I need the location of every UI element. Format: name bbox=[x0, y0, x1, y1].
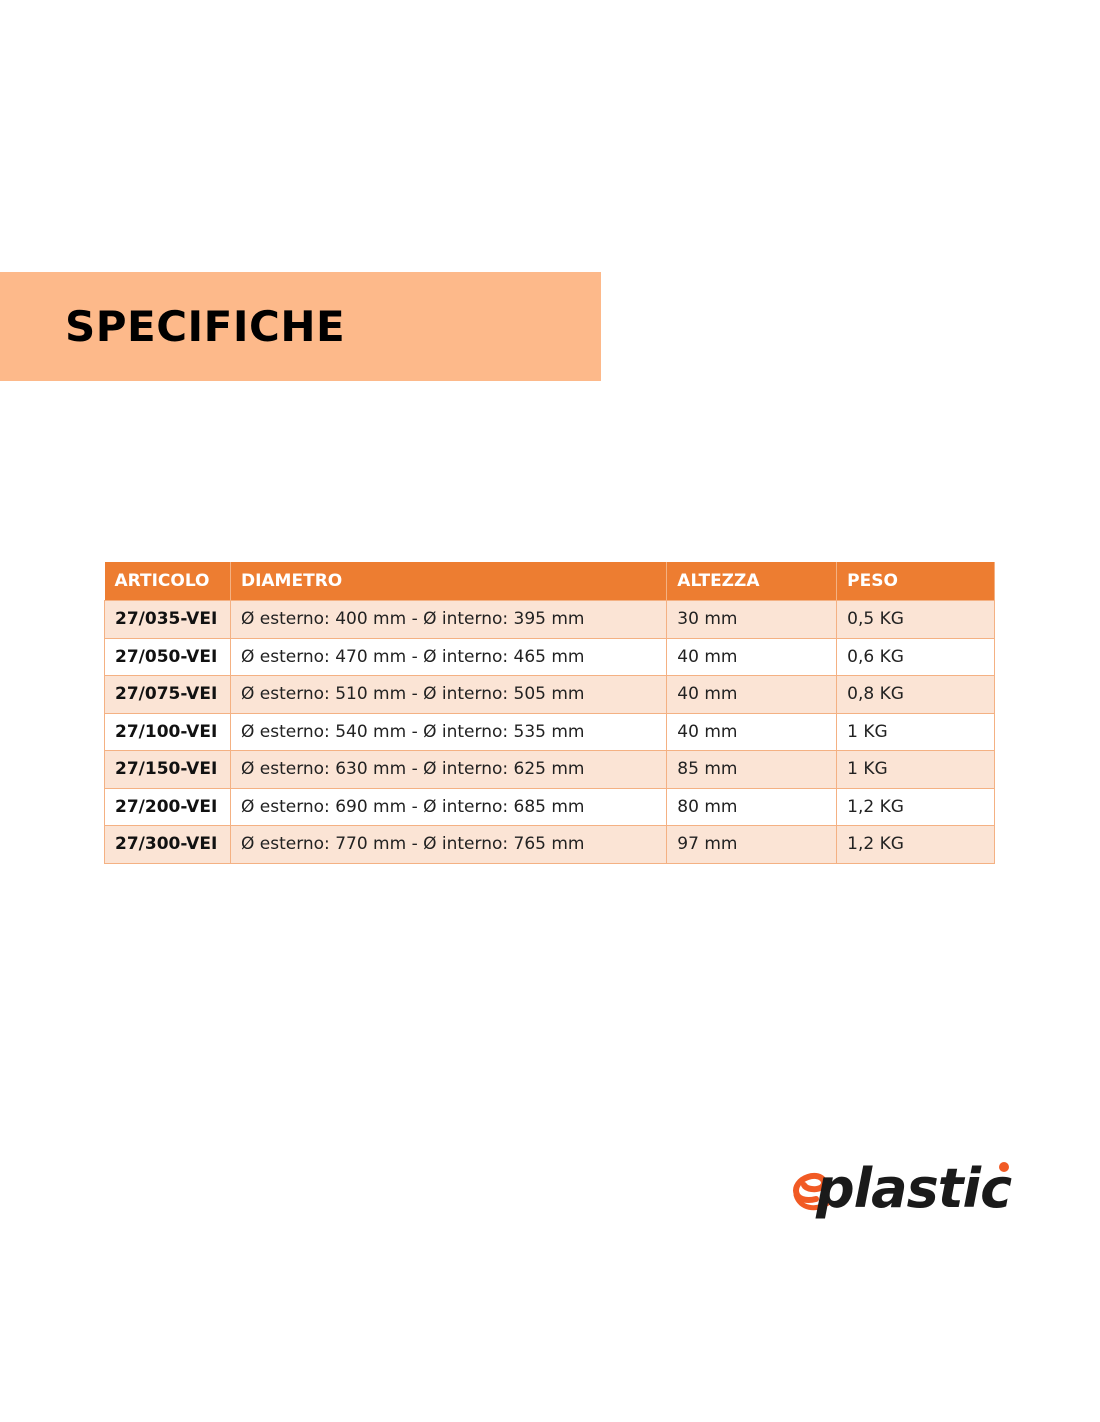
eplastic-logo: plastic bbox=[786, 1155, 1036, 1231]
cell-diametro: Ø esterno: 630 mm - Ø interno: 625 mm bbox=[229, 750, 668, 789]
cell-articolo: 27/050-VEI bbox=[104, 637, 231, 676]
cell-altezza: 85 mm bbox=[666, 750, 838, 789]
cell-diametro: Ø esterno: 470 mm - Ø interno: 465 mm bbox=[229, 637, 668, 676]
table-row: 27/150-VEI Ø esterno: 630 mm - Ø interno:… bbox=[104, 750, 995, 789]
table-header-row: ARTICOLO DIAMETRO ALTEZZA PESO bbox=[104, 562, 995, 601]
cell-articolo: 27/300-VEI bbox=[104, 825, 231, 864]
table-row: 27/200-VEI Ø esterno: 690 mm - Ø interno:… bbox=[104, 787, 995, 826]
header-articolo: ARTICOLO bbox=[104, 562, 231, 601]
cell-altezza: 40 mm bbox=[666, 712, 838, 751]
cell-altezza: 40 mm bbox=[666, 637, 838, 676]
section-banner: SPECIFICHE bbox=[0, 272, 601, 381]
cell-diametro: Ø esterno: 510 mm - Ø interno: 505 mm bbox=[229, 675, 668, 714]
cell-peso: 0,5 KG bbox=[836, 600, 995, 639]
spec-table: ARTICOLO DIAMETRO ALTEZZA PESO 27/035-VE… bbox=[104, 562, 995, 864]
cell-peso: 0,6 KG bbox=[836, 637, 995, 676]
cell-articolo: 27/200-VEI bbox=[104, 787, 231, 826]
cell-altezza: 80 mm bbox=[666, 787, 838, 826]
header-altezza: ALTEZZA bbox=[666, 562, 838, 601]
cell-peso: 1 KG bbox=[836, 712, 995, 751]
cell-articolo: 27/035-VEI bbox=[104, 600, 231, 639]
header-diametro: DIAMETRO bbox=[230, 562, 668, 601]
cell-peso: 1,2 KG bbox=[836, 787, 995, 826]
svg-text:plastic: plastic bbox=[815, 1157, 1012, 1220]
cell-peso: 0,8 KG bbox=[836, 675, 995, 714]
cell-altezza: 40 mm bbox=[666, 675, 838, 714]
cell-articolo: 27/150-VEI bbox=[104, 750, 231, 789]
cell-diametro: Ø esterno: 400 mm - Ø interno: 395 mm bbox=[229, 600, 668, 639]
table-row: 27/050-VEI Ø esterno: 470 mm - Ø interno:… bbox=[104, 637, 995, 676]
cell-altezza: 30 mm bbox=[666, 600, 838, 639]
table-row: 27/075-VEI Ø esterno: 510 mm - Ø interno:… bbox=[104, 675, 995, 714]
cell-diametro: Ø esterno: 540 mm - Ø interno: 535 mm bbox=[229, 712, 668, 751]
header-peso: PESO bbox=[836, 562, 995, 601]
cell-altezza: 97 mm bbox=[666, 825, 838, 864]
cell-articolo: 27/075-VEI bbox=[104, 675, 231, 714]
cell-diametro: Ø esterno: 690 mm - Ø interno: 685 mm bbox=[229, 787, 668, 826]
cell-diametro: Ø esterno: 770 mm - Ø interno: 765 mm bbox=[229, 825, 668, 864]
cell-peso: 1 KG bbox=[836, 750, 995, 789]
table-row: 27/300-VEI Ø esterno: 770 mm - Ø interno:… bbox=[104, 825, 995, 864]
section-title: SPECIFICHE bbox=[65, 302, 346, 351]
table-row: 27/100-VEI Ø esterno: 540 mm - Ø interno:… bbox=[104, 712, 995, 751]
table-row: 27/035-VEI Ø esterno: 400 mm - Ø interno:… bbox=[104, 600, 995, 639]
cell-articolo: 27/100-VEI bbox=[104, 712, 231, 751]
cell-peso: 1,2 KG bbox=[836, 825, 995, 864]
